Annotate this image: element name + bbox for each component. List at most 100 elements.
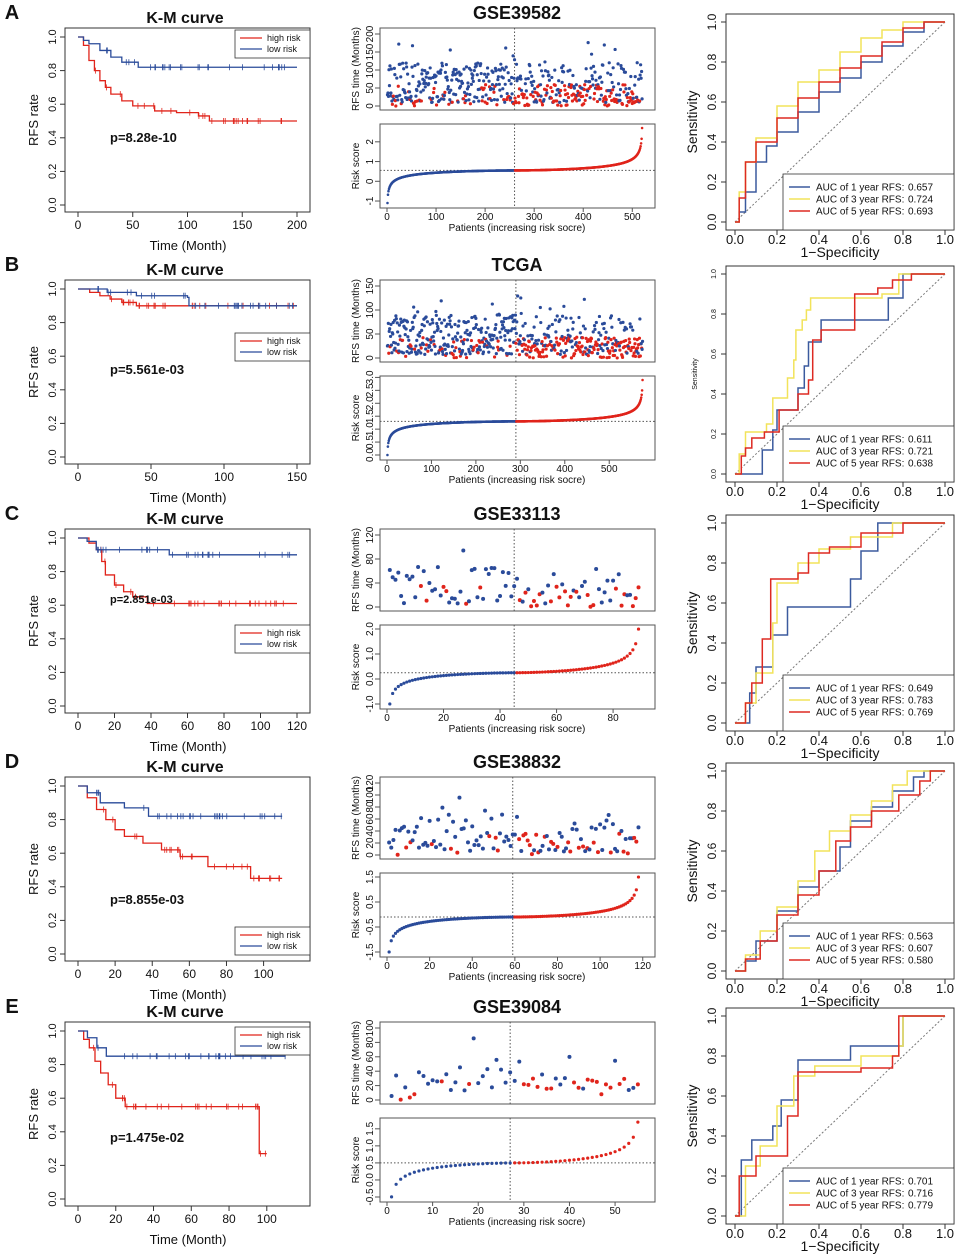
score-y-tick-label: 2.5	[365, 383, 376, 397]
roc-x-tick-label: 0.4	[810, 232, 828, 247]
roc-y-tick-label: 0.8	[705, 554, 719, 571]
survival-point	[611, 578, 616, 583]
survival-point	[603, 95, 607, 99]
survival-point	[407, 577, 412, 582]
survival-point	[514, 62, 519, 66]
survival-point	[551, 572, 556, 577]
survival-point	[421, 342, 426, 347]
risk-score-point	[399, 1177, 403, 1181]
survival-point	[483, 317, 487, 321]
survival-point	[483, 808, 488, 813]
roc-legend-auc: 0.716	[908, 1189, 933, 1200]
roc-curve-5yr	[735, 770, 945, 972]
roc-legend-label: AUC of 3 year RFS:	[816, 696, 904, 707]
survival-point	[586, 354, 590, 358]
survival-point	[433, 352, 438, 356]
roc-y-tick-label: 0.0	[705, 962, 719, 979]
survival-point	[512, 76, 516, 80]
patient-x-tick-label: 100	[428, 212, 445, 223]
roc-legend	[782, 674, 955, 732]
risk-score-point	[636, 627, 641, 631]
roc-legend-label: AUC of 1 year RFS:	[816, 1177, 904, 1188]
survival-point	[515, 348, 519, 352]
survival-point	[527, 843, 532, 848]
roc-legend	[782, 922, 955, 980]
survival-point	[637, 336, 642, 340]
survival-point	[499, 335, 503, 339]
patient-x-tick-label: 500	[624, 212, 641, 223]
risk-score-point	[447, 673, 451, 677]
km-x-tick-label: 120	[287, 719, 307, 733]
survival-point	[511, 102, 516, 106]
survival-point	[420, 68, 424, 72]
survival-point	[418, 583, 423, 588]
survival-point	[609, 338, 613, 342]
roc-legend-auc: 0.724	[908, 195, 933, 206]
risk-score-point	[521, 671, 525, 675]
survival-scatter-frame	[379, 27, 656, 111]
survival-point	[443, 342, 447, 346]
risk-score-point	[421, 1168, 426, 1172]
survival-point	[619, 340, 623, 344]
risk-score-point	[431, 1166, 435, 1170]
risk-score-point	[518, 671, 522, 675]
survival-point	[442, 97, 446, 101]
survival-point	[595, 99, 600, 104]
km-x-tick-label: 0	[75, 719, 82, 733]
survival-point	[534, 832, 539, 837]
survival-point	[538, 350, 542, 354]
survival-point	[625, 851, 630, 856]
survival-point	[639, 76, 643, 80]
survival-point	[497, 831, 502, 836]
survival-point	[557, 342, 562, 346]
survival-point	[523, 590, 528, 595]
risk-score-point	[630, 896, 634, 900]
survival-point	[506, 837, 511, 842]
survival-point	[588, 84, 593, 89]
survival-point	[453, 322, 457, 327]
survival-point	[621, 849, 626, 854]
time-y-tick-label: 20	[365, 1080, 376, 1092]
risk-score-point	[389, 939, 393, 943]
survival-point	[512, 58, 517, 62]
survival-point	[387, 329, 391, 333]
roc-curve-3yr	[735, 273, 945, 475]
risk-score-point	[391, 691, 395, 696]
survival-point	[607, 103, 611, 107]
survival-point	[426, 338, 430, 342]
survival-point	[491, 846, 496, 851]
risk-score-point	[522, 1161, 526, 1165]
survival-point	[490, 82, 495, 87]
survival-point	[458, 589, 463, 594]
survival-point	[547, 324, 551, 328]
survival-point	[569, 316, 573, 320]
km-y-tick-label: 0.4	[47, 382, 59, 397]
survival-point	[513, 313, 518, 317]
risk-score-point	[412, 1170, 416, 1174]
time-y-tick-label: 150	[365, 277, 376, 294]
survival-point	[567, 1054, 572, 1059]
survival-point	[546, 70, 550, 74]
risk-score-point	[563, 1159, 567, 1163]
patient-x-tick-label: 80	[608, 713, 620, 724]
km-y-axis-label: RFS rate	[26, 346, 41, 398]
survival-point	[504, 316, 508, 321]
survival-point	[444, 62, 448, 67]
survival-point	[574, 83, 578, 87]
survival-point	[564, 348, 569, 353]
survival-point	[414, 824, 419, 829]
patient-x-tick-label: 0	[384, 464, 390, 475]
risk-score-point	[394, 1182, 398, 1186]
survival-point	[635, 61, 639, 65]
risk-score-point	[476, 1162, 480, 1166]
survival-point	[539, 94, 543, 98]
survival-point	[431, 334, 435, 339]
patient-x-tick-label: 0	[384, 212, 390, 223]
survival-point	[636, 346, 640, 350]
score-y-axis-label: Risk score	[351, 891, 362, 938]
survival-point	[410, 574, 415, 579]
survival-point	[452, 349, 457, 353]
survival-point	[475, 595, 480, 600]
survival-point	[398, 1097, 403, 1102]
